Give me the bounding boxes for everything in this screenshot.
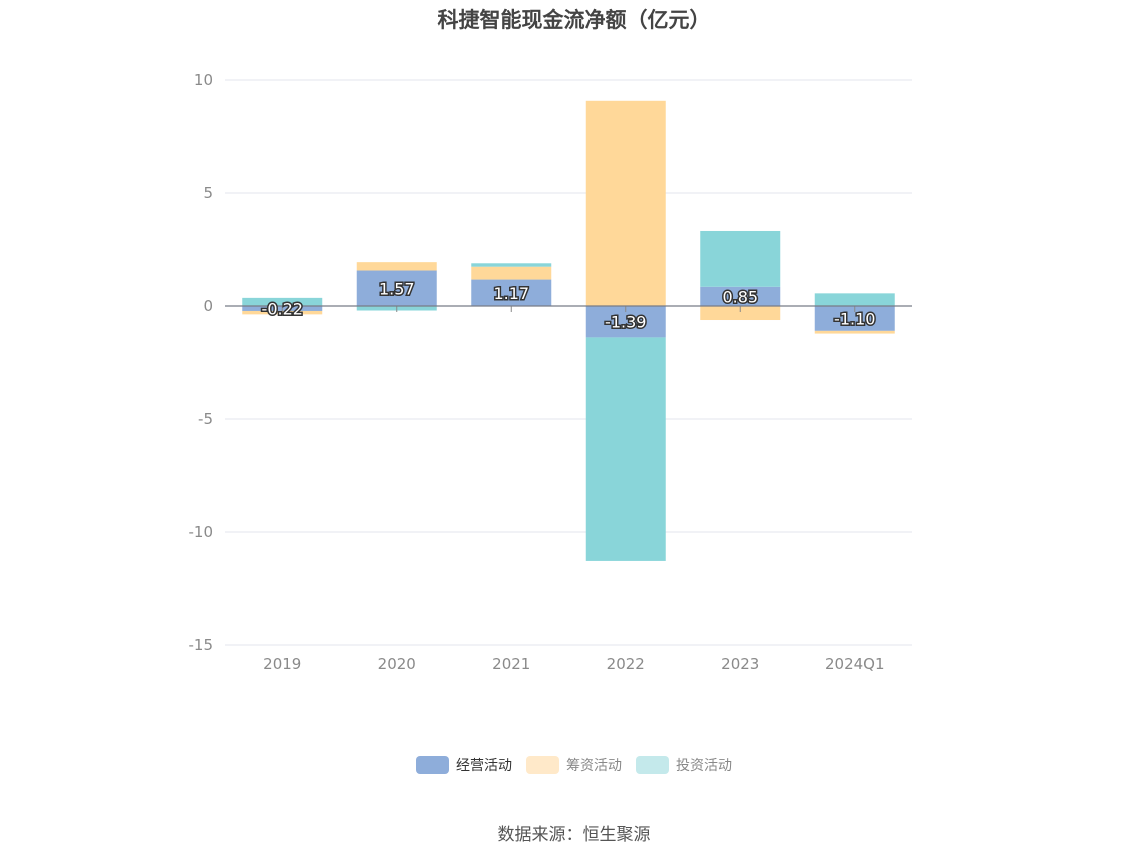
x-tick-label: 2021	[492, 655, 530, 673]
data-label: 1.17	[493, 284, 529, 303]
bar-financing	[700, 306, 781, 321]
legend-item[interactable]: 筹资活动	[526, 755, 622, 775]
data-label: -1.10	[834, 309, 875, 328]
bar-financing	[356, 262, 437, 271]
data-label: -0.22	[262, 299, 303, 318]
legend-label: 经营活动	[456, 758, 512, 774]
data-label: 1.57	[379, 279, 415, 298]
bar-operating	[700, 286, 781, 306]
legend-swatch	[526, 756, 559, 774]
chart-title: 科捷智能现金流净额（亿元）	[437, 8, 711, 32]
legend-label: 投资活动	[676, 758, 732, 774]
x-tick-label: 2022	[607, 655, 645, 673]
legend-swatch	[416, 756, 449, 774]
bar-investing	[471, 263, 552, 267]
bar-financing	[814, 330, 895, 334]
bar-investing	[700, 230, 781, 287]
data-label: 0.85	[722, 287, 758, 306]
legend-item[interactable]: 经营活动	[416, 755, 512, 775]
bar-financing	[471, 266, 552, 280]
legend-item[interactable]: 投资活动	[636, 755, 732, 775]
x-tick-label: 2024Q1	[825, 655, 885, 673]
bar-operating	[356, 270, 437, 306]
y-tick-label: 5	[203, 184, 213, 202]
x-tick-label: 2020	[378, 655, 416, 673]
x-tick-label: 2023	[721, 655, 759, 673]
legend-label: 筹资活动	[566, 758, 622, 774]
bar-investing	[585, 337, 666, 561]
y-tick-label: -15	[189, 636, 214, 654]
bar-investing	[814, 293, 895, 306]
legend-swatch	[636, 756, 669, 774]
bar-financing	[585, 100, 666, 307]
bar-investing	[242, 297, 323, 306]
data-label: -1.39	[605, 313, 646, 332]
y-tick-label: 10	[194, 71, 213, 89]
source-note: 数据来源：恒生聚源	[497, 825, 651, 845]
bar-financing	[242, 310, 323, 315]
y-tick-label: -10	[189, 523, 214, 541]
y-tick-label: -5	[198, 410, 213, 428]
bar-operating	[471, 279, 552, 306]
legend: 经营活动 筹资活动 投资活动	[0, 755, 1148, 775]
x-tick-label: 2019	[263, 655, 301, 673]
y-tick-label: 0	[203, 297, 213, 315]
